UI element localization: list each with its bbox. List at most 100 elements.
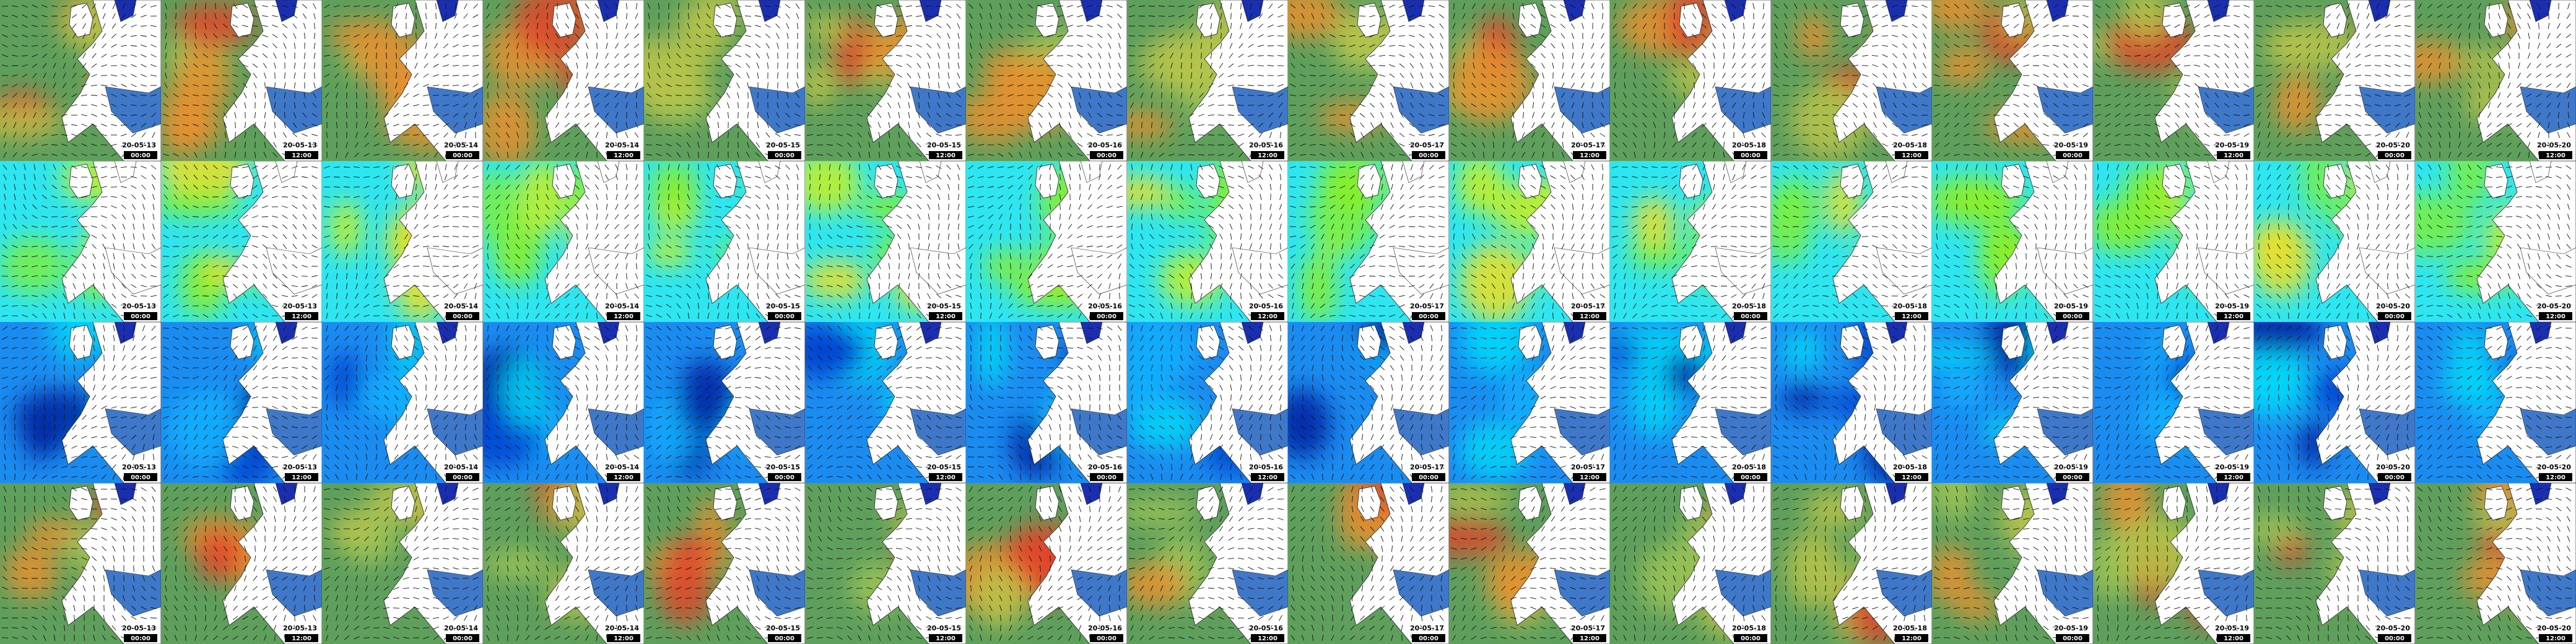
wind-arrow xyxy=(1944,142,1950,147)
wind-arrow xyxy=(1190,92,1193,98)
wind-arrow xyxy=(614,83,620,88)
wind-arrow xyxy=(1853,142,1857,148)
wind-arrow xyxy=(546,33,549,39)
wind-arrow xyxy=(826,114,833,116)
wind-arrow xyxy=(1027,113,1033,117)
wind-arrow xyxy=(978,114,984,116)
wind-arrow xyxy=(557,92,558,99)
wind-arrow xyxy=(141,64,147,67)
wind-arrow xyxy=(744,6,752,7)
wind-arrows xyxy=(1772,3,1928,158)
wind-arrow xyxy=(806,124,814,126)
wind-arrow xyxy=(90,154,98,156)
wind-arrow xyxy=(140,305,147,307)
wind-arrow xyxy=(665,124,672,126)
wind-arrow xyxy=(1107,14,1113,18)
wind-arrow xyxy=(1692,13,1697,19)
wind-arrow xyxy=(1570,14,1575,19)
wind-arrow xyxy=(1106,134,1113,136)
wind-arrow xyxy=(1339,35,1346,37)
wind-arrow xyxy=(495,43,500,48)
wind-arrow xyxy=(2385,54,2391,57)
wind-arrow xyxy=(1188,14,1194,19)
wind-arrow xyxy=(414,72,419,79)
wind-arrow xyxy=(131,176,137,178)
wind-arrow xyxy=(997,124,1004,126)
wind-arrow xyxy=(1540,43,1546,48)
wind-arrow xyxy=(1752,3,1755,9)
wind-arrow xyxy=(102,293,106,299)
wind-arrow xyxy=(262,195,268,199)
wind-arrow xyxy=(1702,63,1706,69)
wind-arrow xyxy=(726,92,731,98)
wind-arrow xyxy=(92,3,97,9)
wind-arrow xyxy=(2095,33,2100,39)
wind-arrow xyxy=(1921,4,1928,8)
wind-arrow xyxy=(2556,92,2561,98)
wind-arrow xyxy=(1672,73,1677,78)
wind-arrow xyxy=(555,23,559,29)
wind-arrow xyxy=(1198,144,1205,146)
wind-arrow xyxy=(755,34,761,38)
wind-arrow xyxy=(1792,144,1799,146)
wind-arrow xyxy=(1511,33,1516,39)
wind-arrow xyxy=(2404,64,2411,67)
wind-arrow xyxy=(235,121,236,129)
wind-arrow xyxy=(496,63,500,69)
wind-arrow xyxy=(1822,94,1829,97)
wind-arrow xyxy=(2204,92,2209,98)
wind-arrow xyxy=(2,103,8,108)
wind-arrow xyxy=(263,63,268,69)
wind-arrow xyxy=(837,152,843,157)
wind-arrow xyxy=(175,23,177,29)
wind-arrow xyxy=(765,132,770,138)
wind-arrow xyxy=(2306,102,2311,108)
wind-arrow xyxy=(183,255,189,258)
wind-arrow xyxy=(2355,124,2361,126)
wind-arrow xyxy=(2478,43,2481,49)
wind-arrow xyxy=(687,12,690,20)
wind-arrow xyxy=(1139,73,1145,78)
wind-arrow xyxy=(1871,45,1879,47)
wind-arrow xyxy=(2497,13,2501,19)
wind-arrow xyxy=(928,92,930,99)
wind-arrow xyxy=(2144,83,2151,88)
wind-arrow xyxy=(1934,33,1939,38)
wind-arrow xyxy=(2043,64,2049,67)
wind-arrow xyxy=(150,264,157,268)
wind-arrow xyxy=(41,123,48,128)
wind-arrow xyxy=(203,132,208,138)
wind-arrow xyxy=(43,72,46,79)
wind-arrow xyxy=(1,315,9,317)
wind-arrow xyxy=(1359,113,1365,118)
wind-arrow xyxy=(936,123,942,128)
wind-arrow xyxy=(497,92,499,98)
wind-arrow xyxy=(495,132,500,138)
wind-arrow xyxy=(858,142,861,148)
wind-arrow xyxy=(41,215,48,218)
wind-arrow xyxy=(2013,152,2019,157)
wind-arrow xyxy=(2204,144,2210,146)
wind-arrow xyxy=(1721,23,1726,29)
wind-arrow xyxy=(1934,63,1940,68)
wind-arrow xyxy=(746,152,750,158)
wind-arrow xyxy=(2506,133,2512,137)
wind-arrow xyxy=(284,53,286,59)
wind-arrow xyxy=(163,284,169,289)
wind-arrow xyxy=(1571,33,1575,39)
wind-arrow xyxy=(1892,15,1898,17)
wind-arrow xyxy=(1761,63,1766,69)
wind-arrow xyxy=(202,274,209,278)
wind-arrow xyxy=(1704,72,1705,79)
wind-arrow xyxy=(1550,33,1556,38)
wind-arrow xyxy=(1551,122,1555,128)
wind-arrow xyxy=(496,152,500,158)
wind-arrow xyxy=(715,24,721,28)
wind-arrow xyxy=(2375,24,2380,28)
wind-arrow xyxy=(928,102,930,108)
wind-arrow xyxy=(193,264,199,269)
wind-arrow xyxy=(876,103,882,108)
wind-arrow xyxy=(898,112,900,118)
wind-arrow xyxy=(1803,124,1809,126)
